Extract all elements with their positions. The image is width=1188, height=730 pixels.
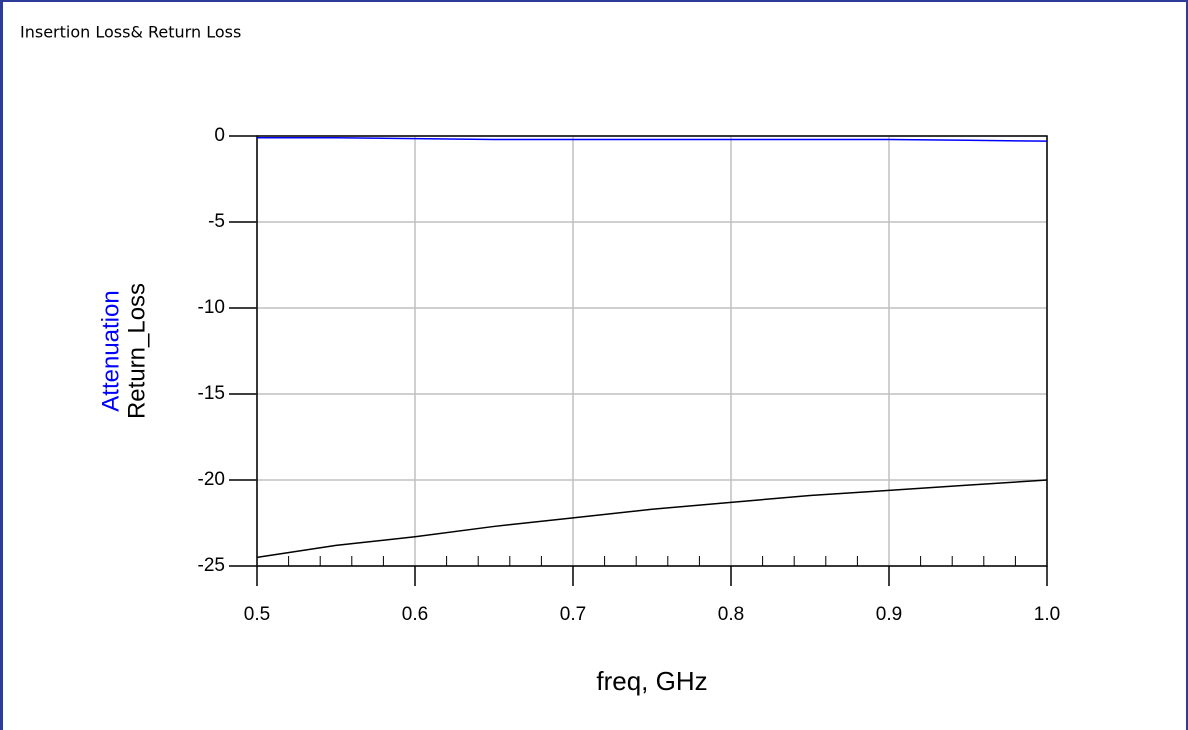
y-tick-label: -5 xyxy=(208,211,225,232)
x-axis-label: freq, GHz xyxy=(596,666,707,696)
y-tick-label: -20 xyxy=(198,469,225,490)
series-line xyxy=(256,479,1048,559)
plot-frame xyxy=(256,135,1048,567)
x-tick-label: 0.9 xyxy=(876,604,902,625)
x-tick-label: 1.0 xyxy=(1034,604,1060,625)
y-tick-label: -10 xyxy=(198,297,225,318)
x-tick-label: 0.8 xyxy=(718,604,744,625)
x-tick-label: 0.5 xyxy=(244,604,270,625)
y-tick-label: -15 xyxy=(198,383,225,404)
y-axis-label: Attenuation xyxy=(97,290,124,411)
x-tick-label: 0.6 xyxy=(402,604,428,625)
series-line xyxy=(257,136,1048,142)
chart-title: Insertion Loss& Return Loss xyxy=(20,23,241,42)
y-axis-label: Return_Loss xyxy=(123,283,150,419)
y-tick-label: 0 xyxy=(214,125,225,146)
y-tick-label: -25 xyxy=(198,555,225,576)
x-tick-label: 0.7 xyxy=(560,604,586,625)
